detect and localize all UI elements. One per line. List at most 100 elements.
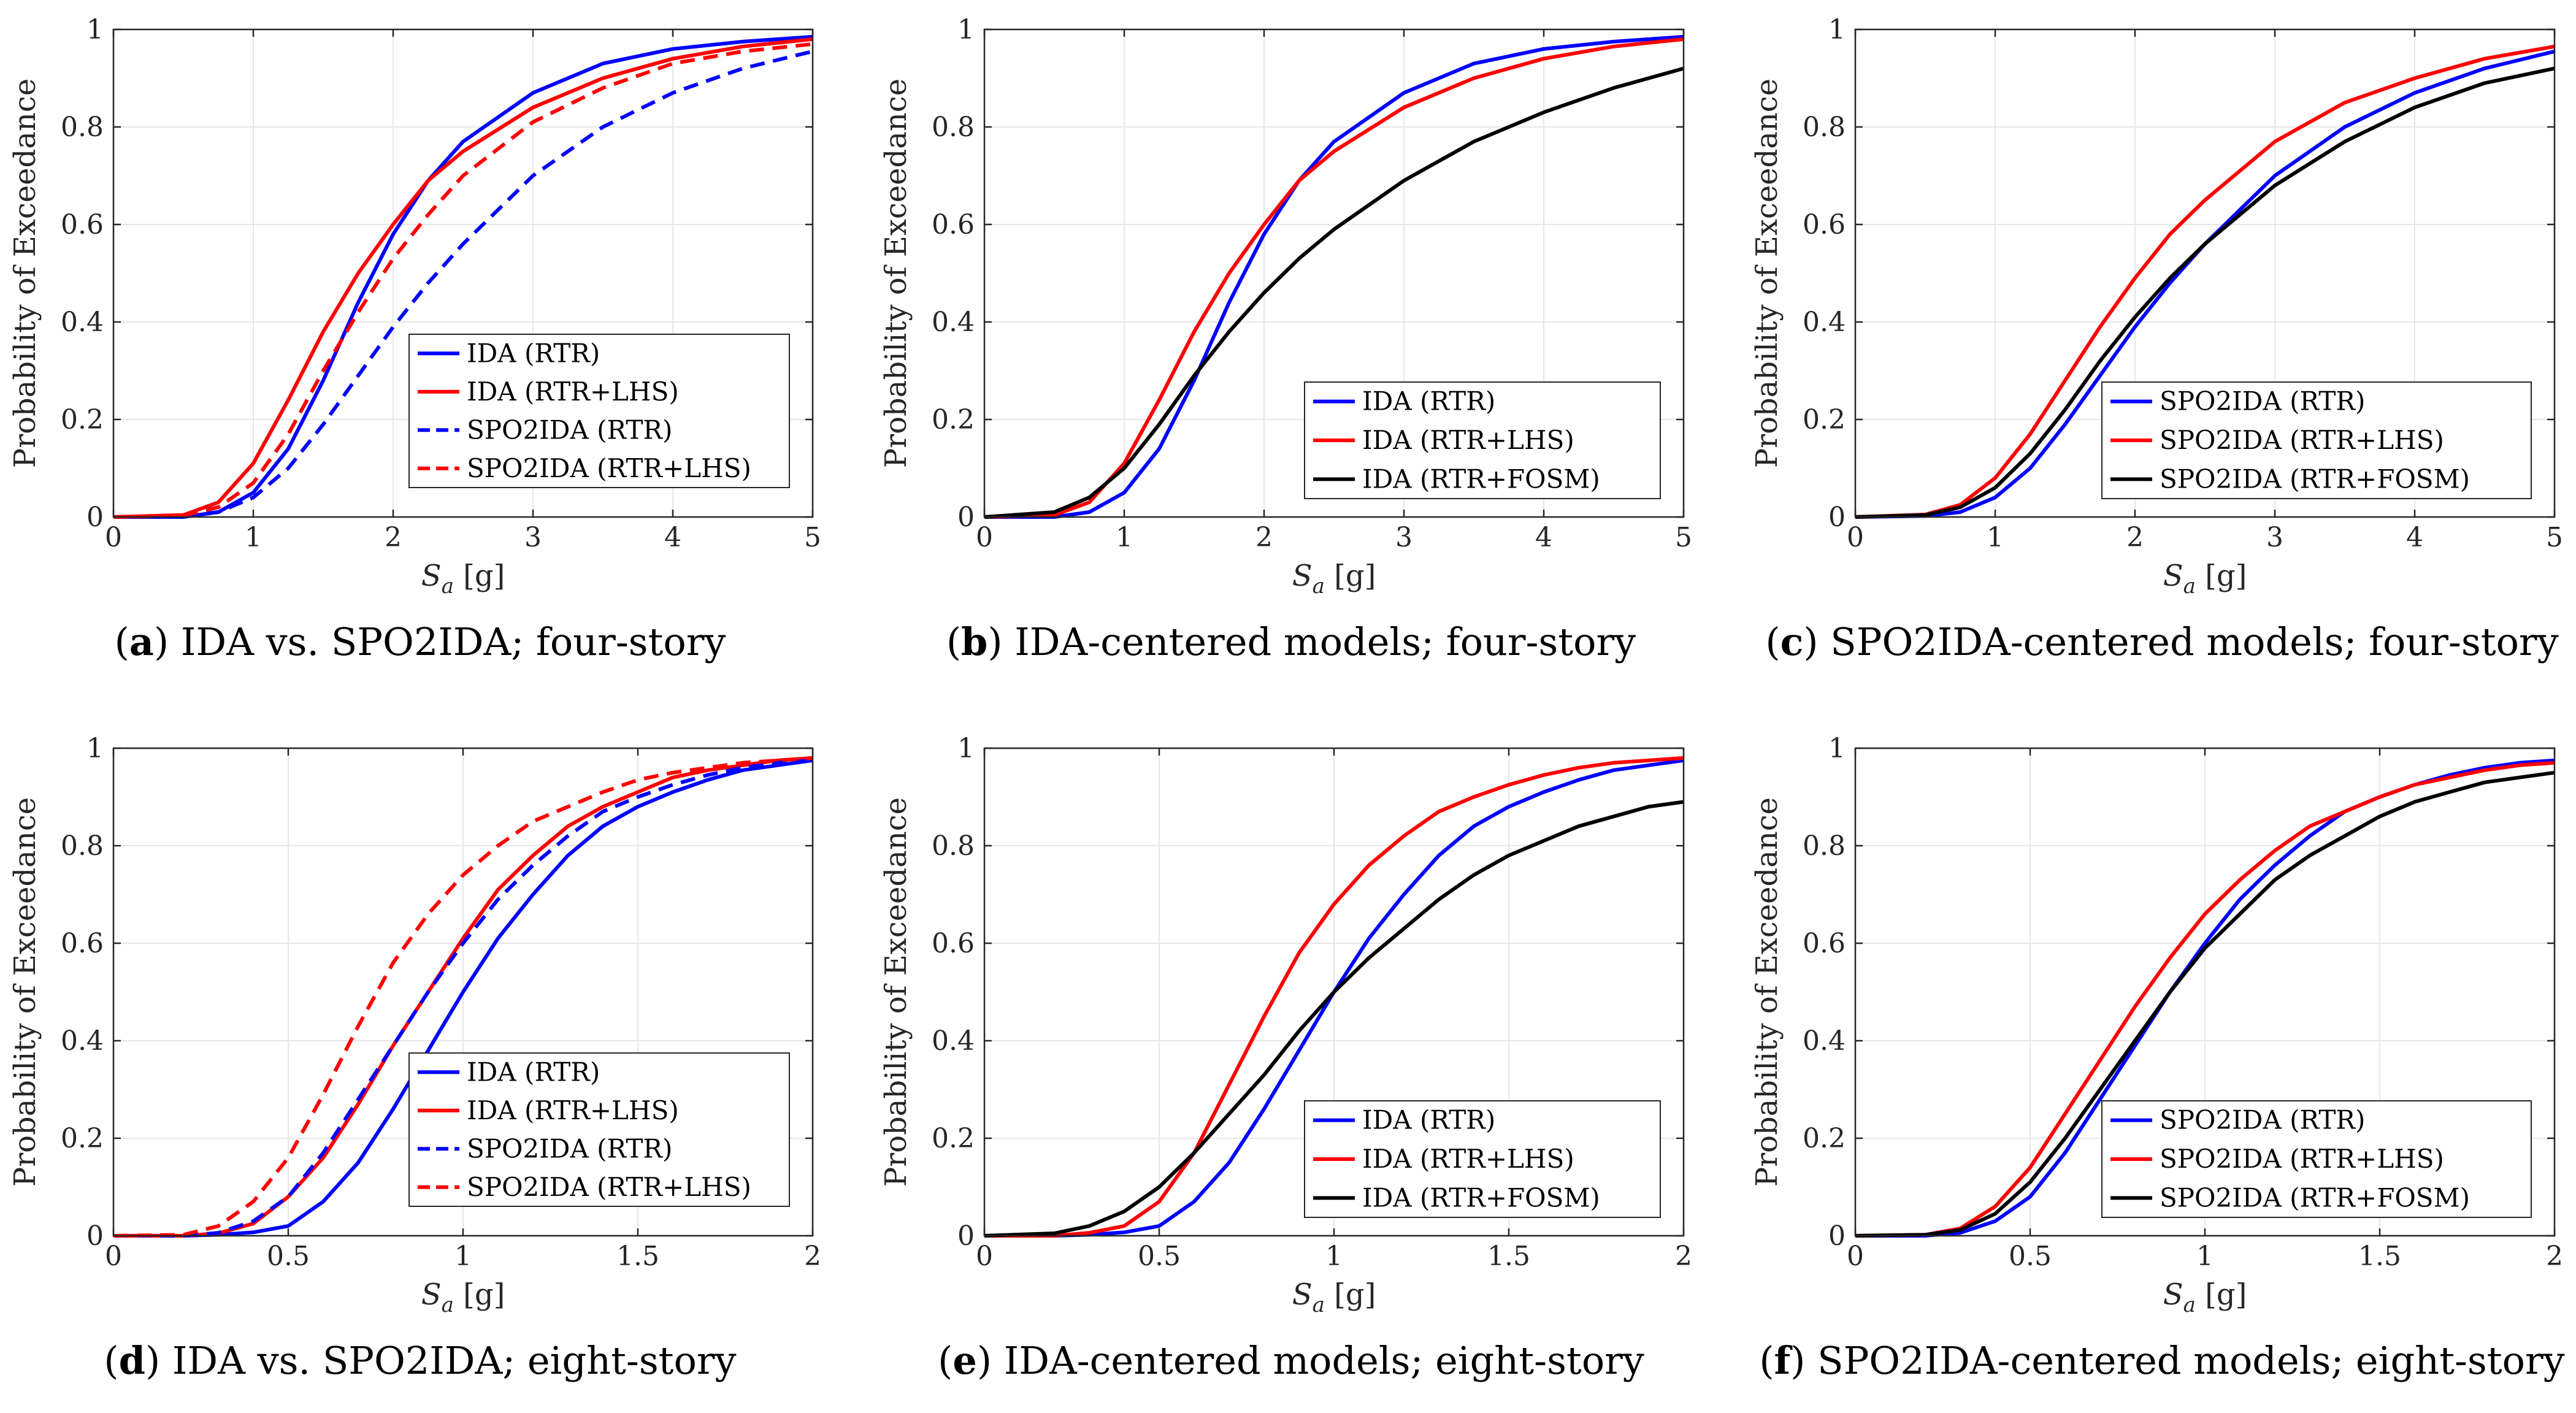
legend-label: SPO2IDA (RTR): [2160, 386, 2365, 416]
x-axis-label-subscript: a: [442, 1293, 454, 1317]
series-line-1: [1855, 758, 2555, 1238]
y-tick-label: 0.6: [61, 209, 104, 240]
x-axis-label: Sa [g]: [421, 559, 505, 599]
y-tick-label: 0.8: [61, 830, 104, 862]
caption-letter: e: [953, 1338, 976, 1383]
caption-paren: ): [1790, 1338, 1805, 1383]
x-axis-label-symbol: S: [1292, 1277, 1313, 1312]
x-tick-label: 5: [1675, 522, 1692, 553]
panel-caption: (d) IDA vs. SPO2IDA; eight-story: [104, 1338, 736, 1383]
caption-paren: ): [987, 619, 1002, 664]
x-tick-label: 3: [1395, 522, 1413, 553]
y-tick-label: 0.6: [932, 928, 975, 959]
series-line-3: [1855, 770, 2555, 1238]
y-tick-label: 0.6: [1803, 209, 1846, 240]
axes-box: [983, 28, 1685, 518]
series-line-3: [113, 49, 813, 519]
caption-letter: c: [1781, 619, 1804, 664]
y-axis-label: Probability of Exceedance: [879, 78, 913, 468]
x-tick-label: 4: [2406, 522, 2423, 553]
x-tick-label: 1.5: [616, 1241, 659, 1272]
legend-box: [1304, 381, 1661, 499]
series-line-4: [113, 42, 813, 519]
y-tick-label: 0.8: [1803, 830, 1846, 862]
y-axis-label: Probability of Exceedance: [879, 797, 913, 1187]
panel-caption: (c) SPO2IDA-centered models; four-story: [1765, 619, 2558, 664]
x-axis-label-subscript: a: [2183, 574, 2196, 599]
panel-caption: (e) IDA-centered models; eight-story: [938, 1338, 1644, 1383]
x-tick-label: 1: [245, 522, 262, 553]
legend-label: IDA (RTR+FOSM): [1362, 1182, 1600, 1212]
series-line-3: [984, 66, 1684, 519]
y-tick-label: 0: [86, 1220, 104, 1252]
legend-label: SPO2IDA (RTR+LHS): [2160, 1144, 2444, 1174]
y-tick-label: 1: [957, 14, 975, 45]
caption-paren: (: [1765, 619, 1780, 664]
x-axis-label-symbol: S: [2163, 1277, 2183, 1312]
legend-label: SPO2IDA (RTR+LHS): [2160, 425, 2444, 455]
x-axis-label-subscript: a: [1313, 1293, 1325, 1317]
y-tick-label: 0.2: [1803, 1123, 1846, 1154]
x-axis-label: Sa [g]: [421, 1277, 505, 1317]
x-tick-label: 0: [1847, 522, 1864, 553]
legend-label: SPO2IDA (RTR): [467, 415, 672, 445]
axes-box: [112, 28, 814, 518]
x-tick-label: 0.5: [1138, 1241, 1181, 1272]
legend-label: SPO2IDA (RTR+FOSM): [2160, 464, 2470, 494]
y-tick-label: 0.4: [61, 307, 104, 338]
legend-label: IDA (RTR): [467, 338, 600, 368]
x-tick-label: 0: [105, 522, 122, 553]
x-axis-label-unit: [g]: [454, 1277, 505, 1312]
y-tick-label: 0.8: [61, 112, 104, 143]
series-line-1: [113, 758, 813, 1238]
y-axis-label: Probability of Exceedance: [8, 797, 42, 1187]
x-tick-label: 0: [105, 1241, 122, 1272]
caption-paren: (: [104, 1338, 118, 1383]
caption-letter: f: [1774, 1338, 1793, 1383]
y-tick-label: 1: [1828, 733, 1846, 764]
y-tick-label: 0.4: [1803, 307, 1846, 338]
caption-text: IDA vs. SPO2IDA; eight-story: [160, 1338, 736, 1383]
x-tick-label: 2: [2546, 1241, 2563, 1272]
x-axis-label-subscript: a: [442, 574, 454, 599]
x-tick-label: 2: [804, 1241, 821, 1272]
series-line-2: [113, 37, 813, 519]
y-tick-label: 0: [957, 502, 975, 533]
caption-letter: a: [129, 619, 154, 664]
series-line-3: [1855, 66, 2555, 519]
x-tick-label: 1.5: [2358, 1241, 2401, 1272]
y-tick-label: 0: [1828, 502, 1846, 533]
legend-label: IDA (RTR): [1362, 1105, 1495, 1135]
y-tick-label: 0.6: [1803, 928, 1846, 959]
series-line-1: [1855, 49, 2555, 519]
legend-label: IDA (RTR+LHS): [1362, 425, 1574, 455]
x-tick-label: 0: [976, 1241, 993, 1272]
caption-text: SPO2IDA-centered models; four-story: [1819, 619, 2559, 664]
legend-box: [408, 334, 790, 488]
x-tick-label: 4: [1535, 522, 1552, 553]
legend-label: IDA (RTR+LHS): [467, 377, 679, 407]
x-axis-label-symbol: S: [421, 1277, 442, 1312]
x-tick-label: 3: [524, 522, 542, 553]
caption-text: IDA vs. SPO2IDA; four-story: [169, 619, 726, 664]
chart-panel-b: 0 1 2 3 4 5 0 0.2 0.4 0.6 0.8 1 Sa [g] Probability of…: [879, 14, 1692, 664]
legend: IDA (RTR) IDA (RTR+LHS) SPO2IDA (RTR) SPO2I…: [408, 334, 790, 488]
x-axis-label: Sa [g]: [2163, 1277, 2247, 1317]
caption-paren: ): [145, 1338, 160, 1383]
caption-text: IDA-centered models; eight-story: [992, 1338, 1644, 1383]
y-tick-label: 0: [957, 1220, 975, 1252]
x-tick-label: 1: [1987, 522, 2004, 553]
series-line-1: [984, 34, 1684, 519]
y-tick-label: 0.4: [61, 1025, 104, 1057]
y-tick-label: 0.8: [932, 830, 975, 862]
y-tick-label: 0.4: [932, 1025, 975, 1057]
legend-box: [1304, 1100, 1661, 1218]
x-tick-label: 4: [664, 522, 681, 553]
x-axis-label-symbol: S: [2163, 559, 2183, 593]
x-tick-label: 0.5: [267, 1241, 310, 1272]
panel-caption: (b) IDA-centered models; four-story: [946, 619, 1636, 664]
